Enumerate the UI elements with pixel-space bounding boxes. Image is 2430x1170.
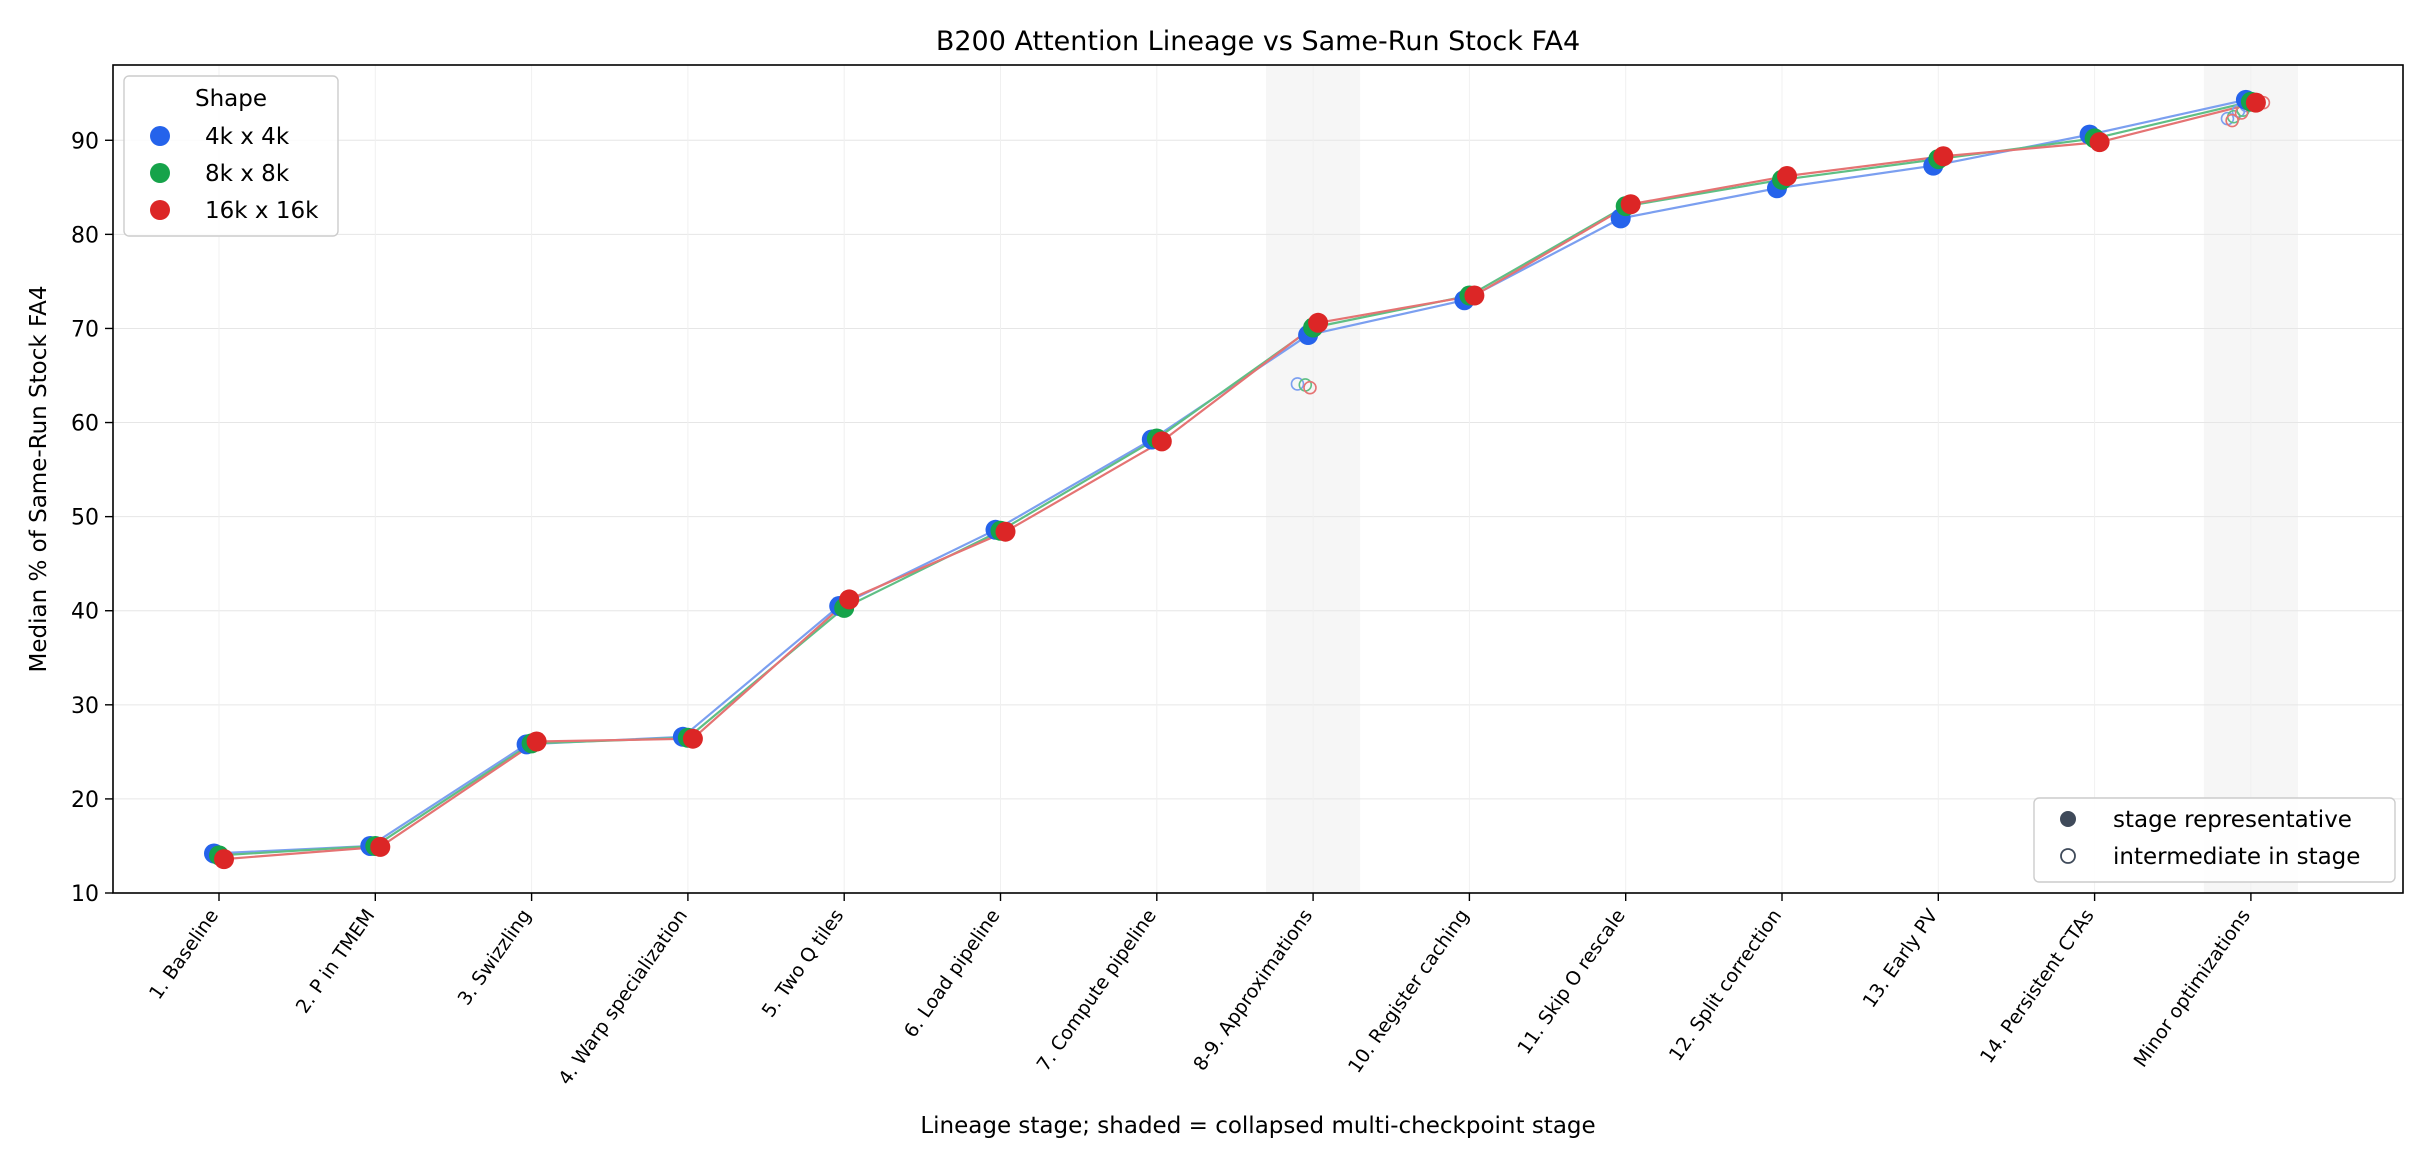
y-tick-label-80: 80 — [71, 223, 99, 248]
marker-legend-box — [2033, 797, 2396, 883]
intermediate-point-16k-x-16k — [2225, 113, 2239, 128]
data-point-16k-x-16k-10 — [1620, 194, 1641, 215]
x-tick-label-6-load-pipeline: 6. Load pipeline — [900, 905, 1005, 1041]
marker-legend: stage representative intermediate in stag… — [2033, 797, 2396, 883]
x-tick-label-10-register-caching: 10. Register caching — [1344, 905, 1474, 1077]
data-point-16k-x-16k-8 — [1308, 312, 1329, 333]
intermediate-point-16k-x-16k — [1303, 380, 1317, 395]
shape-legend: Shape 4k x 4k 8k x 8k 16k x 16k — [123, 75, 339, 237]
x-tick-label-13-early-pv: 13. Early PV — [1859, 905, 1943, 1012]
x-tick-label-4-warp-specialization: 4. Warp specialization — [554, 905, 692, 1089]
legend-marker-4k-x-4k — [150, 126, 170, 146]
marker-legend-label-stage-representative: stage representative — [2113, 807, 2352, 833]
data-point-16k-x-16k-9 — [1464, 285, 1485, 306]
y-axis-label: Median % of Same-Run Stock FA4 — [26, 285, 52, 672]
data-point-16k-x-16k-4 — [682, 728, 703, 749]
y-axis: 10 20 30 40 50 60 70 80 90 — [71, 129, 113, 907]
marker-legend-symbol-stage-representative — [2060, 811, 2076, 827]
x-axis-label: Lineage stage; shaded = collapsed multi-… — [920, 1113, 1595, 1139]
data-point-16k-x-16k-7 — [1151, 431, 1172, 452]
x-tick-label-12-split-correction: 12. Split correction — [1665, 905, 1786, 1065]
y-tick-label-70: 70 — [71, 317, 99, 342]
y-tick-label-50: 50 — [71, 506, 99, 531]
grid-lines — [113, 65, 2403, 894]
x-tick-label-2-p-in-tmem: 2. P in TMEM — [292, 905, 380, 1017]
data-point-16k-x-16k-13 — [2089, 132, 2110, 153]
x-tick-label-8-9-approximations: 8-9. Approximations — [1189, 905, 1317, 1075]
y-tick-label-60: 60 — [71, 412, 99, 437]
shape-legend-box — [123, 75, 339, 237]
chart-title: B200 Attention Lineage vs Same-Run Stock… — [936, 26, 1580, 57]
x-axis: 1. Baseline 2. P in TMEM 3. Swizzling 4. Wa… — [145, 893, 2255, 1089]
data-point-16k-x-16k-11 — [1777, 166, 1797, 187]
x-tick-label-11-skip-o-rescale: 11. Skip O rescale — [1513, 905, 1630, 1058]
shape-legend-title: Shape — [195, 86, 267, 112]
legend-marker-16k-x-16k — [150, 200, 170, 220]
data-point-16k-x-16k-1 — [214, 849, 234, 870]
data-point-16k-x-16k-5 — [839, 589, 860, 610]
data-point-16k-x-16k-2 — [370, 836, 391, 857]
legend-label-4k-x-4k: 4k x 4k — [205, 124, 290, 150]
y-tick-label-40: 40 — [71, 600, 99, 625]
x-tick-label-1-baseline: 1. Baseline — [145, 905, 223, 1003]
legend-marker-8k-x-8k — [150, 163, 170, 183]
marker-legend-symbol-intermediate-in-stage — [2060, 848, 2076, 864]
series-line-16k-x-16k — [223, 101, 2257, 861]
series-layer — [213, 98, 2257, 861]
series-line-8k-x-8k — [218, 100, 2252, 857]
data-point-16k-x-16k-12 — [1933, 146, 1954, 167]
data-point-16k-x-16k-6 — [995, 521, 1016, 542]
x-tick-label-minor-optimizations: Minor optimizations — [2130, 905, 2255, 1071]
marker-legend-label-intermediate-in-stage: intermediate in stage — [2113, 844, 2360, 870]
point-layer — [204, 89, 2271, 870]
y-tick-label-30: 30 — [71, 694, 99, 719]
data-point-16k-x-16k-3 — [526, 731, 547, 752]
x-tick-label-14-persistent-ctas: 14. Persistent CTAs — [1976, 905, 2099, 1067]
legend-label-16k-x-16k: 16k x 16k — [205, 198, 319, 224]
y-tick-label-10: 10 — [71, 882, 99, 907]
x-tick-label-5-two-q-tiles: 5. Two Q tiles — [758, 905, 849, 1021]
y-tick-label-20: 20 — [71, 788, 99, 813]
y-tick-label-90: 90 — [71, 129, 99, 154]
x-tick-label-3-swizzling: 3. Swizzling — [454, 905, 536, 1009]
data-point-16k-x-16k-14 — [2245, 92, 2266, 113]
plot-frame — [112, 64, 2404, 894]
legend-label-8k-x-8k: 8k x 8k — [205, 161, 290, 187]
intermediate-point-4k-x-4k — [1290, 377, 1305, 391]
x-tick-label-7-compute-pipeline: 7. Compute pipeline — [1033, 905, 1161, 1075]
